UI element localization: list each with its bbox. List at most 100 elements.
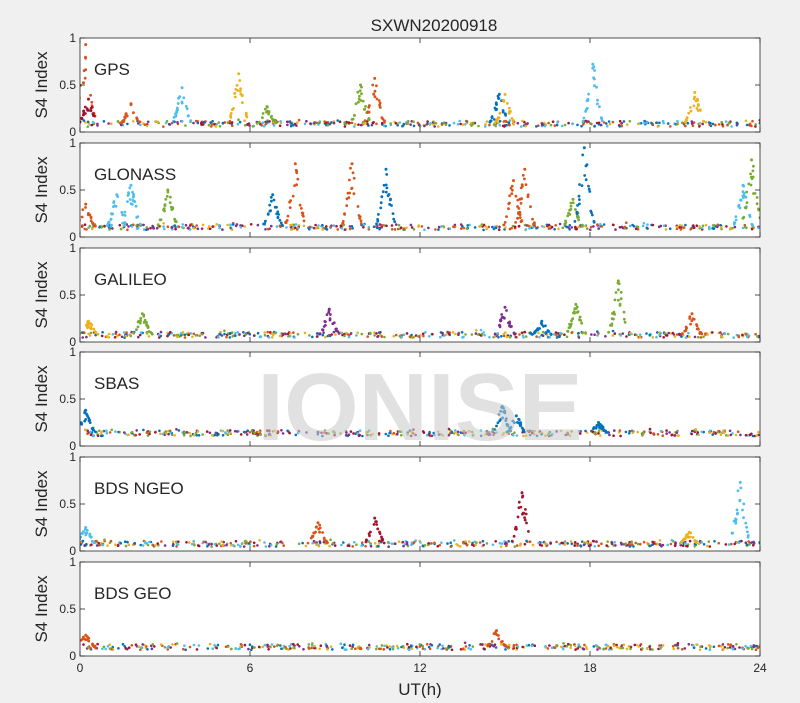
data-point (521, 495, 524, 499)
data-point (459, 431, 463, 434)
data-point (516, 645, 520, 648)
data-point (675, 333, 679, 336)
data-point (494, 540, 498, 543)
data-point (377, 647, 381, 651)
data-point (613, 541, 616, 544)
data-point (621, 332, 624, 335)
data-point (516, 515, 520, 519)
data-point (687, 643, 691, 646)
data-point (239, 645, 242, 648)
data-point (221, 433, 225, 437)
data-point (172, 334, 176, 337)
data-point (713, 224, 716, 227)
data-point (509, 325, 512, 329)
data-point (98, 543, 101, 547)
data-point (118, 223, 122, 227)
data-point (575, 305, 579, 309)
data-point (681, 121, 684, 124)
data-point (290, 643, 293, 646)
x-tick-label: 0 (77, 661, 84, 675)
data-point (757, 430, 760, 434)
data-point (378, 101, 382, 105)
data-point (275, 542, 279, 546)
data-point (555, 430, 558, 433)
data-point (642, 540, 646, 544)
data-point (131, 195, 135, 199)
data-point (756, 646, 760, 650)
data-point (726, 332, 730, 336)
data-point (592, 645, 596, 648)
data-point (339, 432, 342, 435)
data-point (423, 228, 426, 232)
data-point (259, 335, 263, 339)
data-point (617, 282, 621, 286)
data-point (611, 329, 615, 333)
data-point (353, 123, 357, 126)
data-point (444, 647, 448, 650)
data-point (487, 643, 491, 646)
data-point (743, 223, 747, 227)
data-point (81, 208, 85, 212)
data-point (745, 335, 749, 338)
data-point (177, 96, 180, 100)
data-point (210, 545, 213, 548)
data-point (611, 120, 615, 124)
data-point (346, 191, 350, 195)
data-point (330, 121, 333, 124)
data-point (560, 541, 563, 545)
data-point (612, 317, 615, 321)
data-point (343, 228, 347, 231)
data-point-peak (693, 91, 697, 94)
data-point (75, 225, 78, 228)
data-point (387, 541, 391, 545)
data-point (592, 426, 596, 429)
data-point (750, 222, 754, 226)
data-point (353, 113, 356, 117)
data-point (497, 97, 501, 100)
data-point (661, 434, 664, 438)
data-point (118, 333, 121, 337)
data-point (88, 418, 92, 422)
data-point (721, 123, 724, 126)
data-point (485, 542, 489, 545)
data-point (391, 212, 395, 216)
data-point (101, 647, 104, 651)
y-tick-label: 0.5 (59, 288, 76, 302)
data-point (159, 330, 163, 334)
data-point (744, 119, 748, 123)
data-point (493, 428, 497, 432)
data-point (268, 120, 271, 123)
data-point (493, 118, 496, 121)
data-point (145, 331, 149, 334)
data-point (675, 225, 679, 229)
data-point (602, 121, 606, 124)
data-point (436, 646, 439, 650)
data-point (159, 643, 163, 646)
data-point (267, 336, 271, 339)
data-point (163, 646, 167, 649)
data-point (371, 432, 374, 436)
data-point (712, 645, 716, 649)
data-point (507, 646, 511, 649)
data-point (566, 214, 570, 218)
data-point (531, 225, 535, 229)
data-point (263, 643, 267, 647)
data-point (247, 542, 251, 545)
data-point (208, 227, 212, 231)
data-point (83, 411, 86, 415)
data-point (555, 336, 559, 339)
data-point (745, 123, 749, 127)
data-point (437, 125, 440, 128)
data-point (373, 331, 376, 335)
data-point (269, 115, 273, 119)
data-point (168, 201, 172, 205)
data-point (215, 223, 218, 226)
data-point (525, 521, 528, 525)
data-point (556, 121, 559, 124)
data-point (120, 123, 123, 127)
data-point (380, 116, 384, 119)
data-point (628, 545, 632, 548)
data-point (503, 221, 507, 224)
data-point (499, 643, 503, 646)
data-point (516, 198, 520, 202)
